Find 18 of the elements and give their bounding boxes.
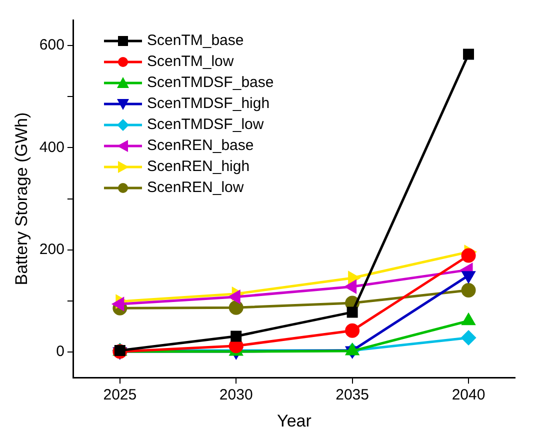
legend-label: ScenTMDSF_high (147, 95, 270, 112)
y-tick-label: 200 (39, 241, 64, 258)
legend-label: ScenTMDSF_low (147, 116, 264, 133)
x-tick-label: 2030 (219, 386, 253, 404)
legend-label: ScenREN_base (147, 137, 254, 154)
legend-label: ScenTM_low (147, 53, 234, 70)
x-tick-label: 2040 (452, 386, 486, 404)
legend-label: ScenREN_high (147, 158, 250, 175)
legend-label: ScenTMDSF_base (147, 74, 274, 91)
y-tick-label: 400 (39, 138, 64, 156)
y-axis-title: Battery Storage (GWh) (12, 112, 31, 286)
legend-label: ScenTM_base (147, 32, 244, 49)
y-tick-label: 600 (39, 36, 64, 54)
x-tick-label: 2025 (103, 386, 137, 404)
legend-label: ScenREN_low (147, 179, 244, 196)
y-tick-label: 0 (56, 343, 64, 360)
x-axis-title: Year (277, 411, 312, 430)
x-tick-label: 2035 (336, 386, 370, 404)
